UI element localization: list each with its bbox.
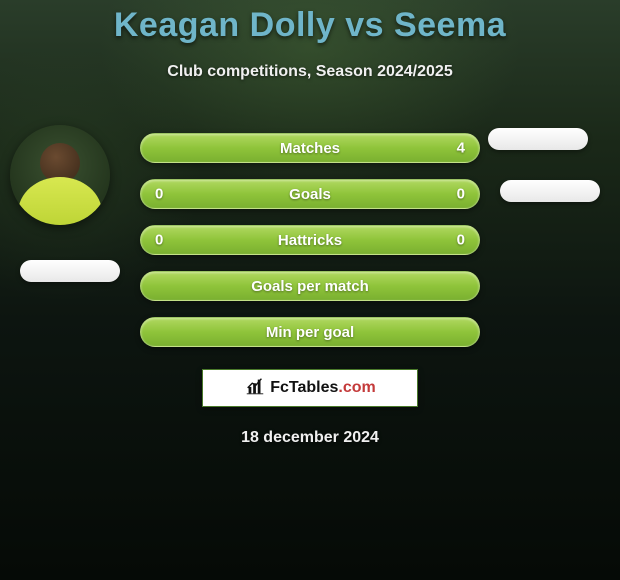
stat-pill-goals-per-match: Goals per match [140,271,480,301]
page-title: Keagan Dolly vs Seema [0,0,620,45]
stat-row: 0 Hattricks 0 [0,217,620,263]
stat-row: Goals per match [0,263,620,309]
stat-label: Goals [289,186,331,203]
subtitle: Club competitions, Season 2024/2025 [0,63,620,81]
stat-label: Min per goal [266,324,354,341]
stat-right-value: 0 [457,186,465,203]
stat-row: Matches 4 [0,125,620,171]
stat-right-value: 0 [457,232,465,249]
brand-text: FcTables.com [270,379,376,397]
stat-label: Goals per match [251,278,369,295]
stats-rows: Matches 4 0 Goals 0 0 Hattricks 0 Goals … [0,125,620,355]
stat-label: Hattricks [278,232,342,249]
stat-pill-hattricks: 0 Hattricks 0 [140,225,480,255]
stat-row: Min per goal [0,309,620,355]
stat-row: 0 Goals 0 [0,171,620,217]
date-text: 18 december 2024 [0,429,620,447]
stat-right-value: 4 [457,140,465,157]
chart-icon [244,375,266,402]
stat-pill-goals: 0 Goals 0 [140,179,480,209]
brand-box: FcTables.com [202,369,418,407]
stat-pill-min-per-goal: Min per goal [140,317,480,347]
stat-left-value: 0 [155,186,163,203]
stat-label: Matches [280,140,340,157]
stat-left-value: 0 [155,232,163,249]
stat-pill-matches: Matches 4 [140,133,480,163]
